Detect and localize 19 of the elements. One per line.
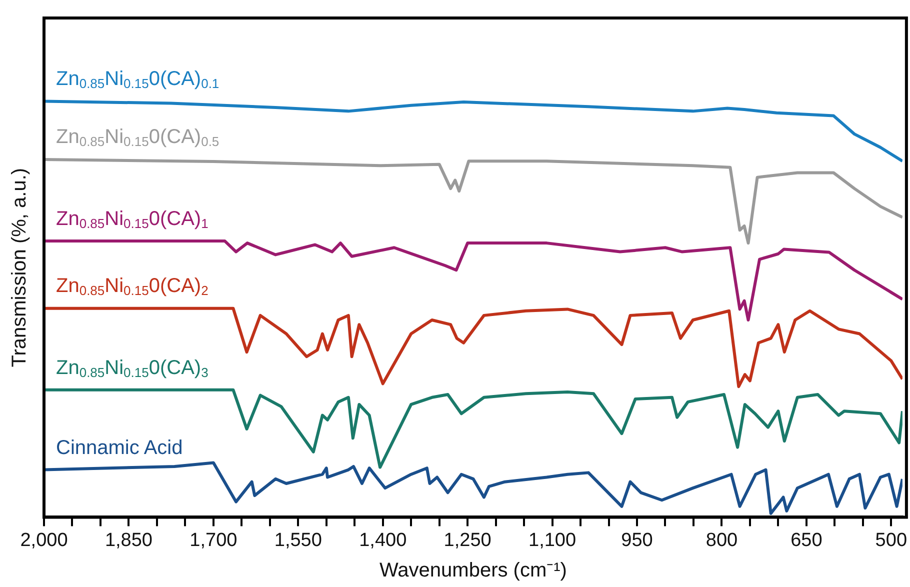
series-label: Zn$_{0.85}$Ni$_{0.15}$0(CA)$_{0.5}$ — [56, 126, 220, 150]
series-label: Zn$_{0.85}$Ni$_{0.15}$0(CA)$_{0.1}$ — [56, 68, 220, 92]
y-axis-title: Transmission (%, a.u.) — [8, 168, 31, 368]
series-label: Zn$_{0.85}$Ni$_{0.15}$0(CA)$_{2}$ — [56, 275, 208, 298]
series-label: Zn$_{0.85}$Ni$_{0.15}$0(CA)$_{3}$ — [56, 356, 208, 380]
x-tick-label: 1,700 — [190, 530, 238, 551]
x-tick-label: 1,850 — [104, 530, 152, 551]
x-axis-title: Wavenumbers (cm⁻¹) — [380, 560, 567, 582]
x-tick-label: 2,000 — [20, 530, 68, 551]
x-tick-label: 1,550 — [274, 530, 322, 551]
x-tick-label: 1,100 — [528, 530, 576, 551]
x-tick-label: 500 — [875, 530, 907, 551]
series-label: Zn$_{0.85}$Ni$_{0.15}$0(CA)$_{1}$ — [56, 208, 208, 231]
x-tick-label: 1,400 — [359, 530, 407, 551]
x-tick-label: 800 — [706, 530, 738, 551]
x-tick-label: 1,250 — [444, 530, 492, 551]
x-tick-label: 950 — [621, 530, 653, 551]
x-tick-label: 650 — [790, 530, 822, 551]
series-label: Cinnamic Acid — [56, 436, 183, 459]
